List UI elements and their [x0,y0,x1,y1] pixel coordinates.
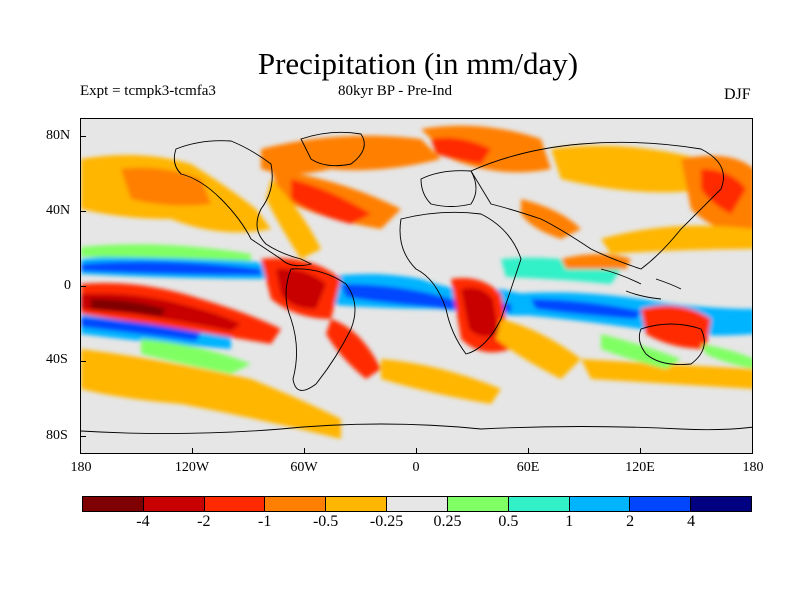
ytick-80s: 80S [46,428,68,443]
greenland-coast [300,131,365,167]
colorbar-label: 1 [565,513,574,530]
xtick-mark [640,448,641,454]
colorbar-box [143,497,205,511]
colorbar-label: -1 [258,513,272,530]
ytick-0: 0 [64,278,71,293]
ytick-mark [80,436,86,437]
colorbar-box [447,497,509,511]
colorbar-box [691,497,751,511]
xtick-180e: 180 [742,460,764,475]
ytick-mark [80,286,86,287]
colorbar-label: -0.25 [369,513,404,530]
xtick-mark [192,448,193,454]
period-label: 80kyr BP - Pre-Ind [338,83,453,99]
colorbar-label: -4 [136,513,150,530]
colorbar-box [508,497,570,511]
map-plot-area [80,118,753,454]
xtick-60e: 60E [516,460,540,475]
colorbar-label: 4 [687,513,696,530]
xtick-mark [304,448,305,454]
ytick-40n: 40N [46,203,71,218]
colorbar-label: 2 [626,513,635,530]
africa-coast [399,211,522,355]
antarctica-coast [81,423,752,435]
colorbar-box [326,497,388,511]
coastlines [81,131,752,435]
asia-coast [470,141,724,270]
ytick-40s: 40S [46,352,68,367]
colorbar-label: -2 [197,513,211,530]
season-label: DJF [724,86,751,103]
south-america-coast [285,268,356,391]
map-title: Precipitation (in mm/day) [257,46,579,81]
colorbar [82,496,752,512]
north-america-coast [173,140,313,267]
xtick-0: 0 [412,460,420,475]
xtick-180w: 180 [70,460,92,475]
xtick-60w: 60W [290,460,318,475]
ytick-80n: 80N [46,128,71,143]
precip-anomaly-map [81,119,752,453]
colorbar-box [569,497,631,511]
anomaly-field [81,125,752,439]
ytick-mark [80,361,86,362]
xtick-120e: 120E [625,460,655,475]
colorbar-label: 0.25 [433,513,462,530]
ytick-mark [80,136,86,137]
colorbar-box [387,497,448,511]
australia-coast [638,323,705,365]
colorbar-label: 0.5 [498,513,519,530]
maritime-continent-coast [600,268,682,300]
xtick-120w: 120W [174,460,210,475]
xtick-mark [416,448,417,454]
colorbar-box [204,497,266,511]
experiment-label: Expt = tcmpk3-tcmfa3 [80,83,216,99]
colorbar-label: -0.5 [312,513,339,530]
europe-coast [420,170,477,207]
ytick-mark [80,211,86,212]
xtick-mark [528,448,529,454]
colorbar-box [630,497,692,511]
colorbar-box [83,497,144,511]
colorbar-box [265,497,327,511]
